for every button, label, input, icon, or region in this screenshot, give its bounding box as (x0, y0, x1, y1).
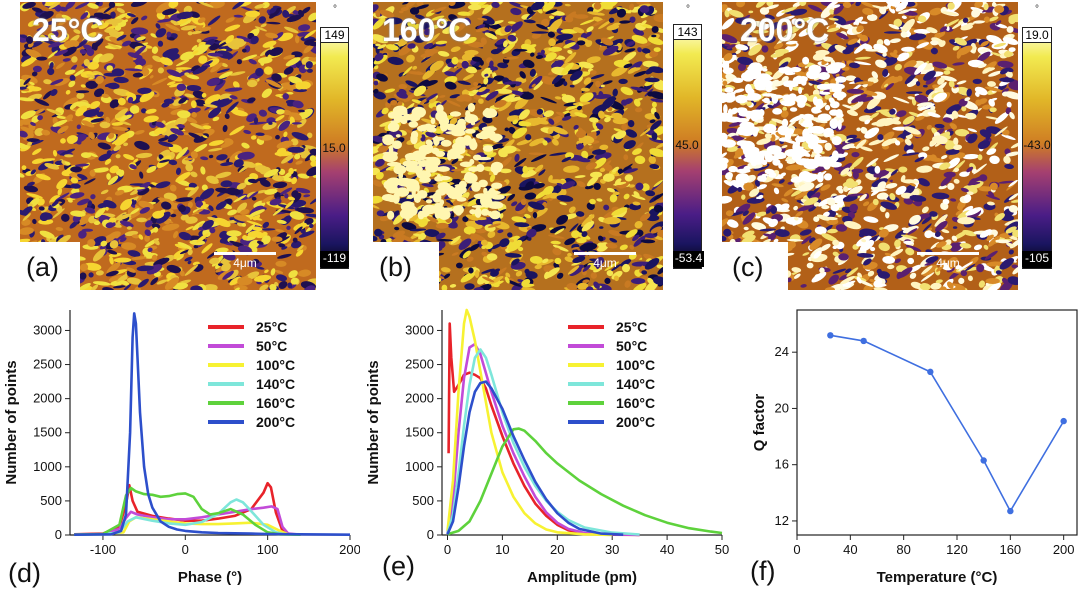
data-point (1007, 507, 1014, 515)
legend-label: 100°C (616, 357, 655, 373)
chart-phase-histogram: -100 0 100 200050010001500200025003000Phase… (3, 310, 360, 588)
series-line-140°C (74, 498, 301, 536)
colorbar-c (1022, 27, 1052, 269)
series-line-100°C (446, 308, 613, 537)
series-line-160°C (447, 427, 723, 536)
panel-label-b: (b) (379, 252, 412, 282)
panel-label: (f) (750, 556, 775, 586)
colorbar-unit-a: ° (333, 4, 337, 15)
x-tick-label: 200 (1053, 542, 1075, 557)
legend-label: 100°C (256, 357, 295, 373)
data-point (827, 332, 834, 339)
y-tick-label: 0 (55, 527, 62, 542)
afm-temp-a: 25°C (32, 12, 104, 48)
y-tick-label: 24 (775, 344, 789, 359)
colorbar-mid-c: -43.0 (1023, 138, 1051, 152)
colorbar-bot-c: -105 (1022, 251, 1052, 267)
legend-label: 50°C (256, 338, 287, 354)
x-tick-label: 0 (444, 542, 451, 557)
x-tick-label: 0 (793, 542, 800, 557)
legend-label: 160°C (256, 395, 295, 411)
y-tick-label: 2500 (33, 357, 62, 372)
y-tick-label: 1000 (33, 459, 62, 474)
y-tick-label: 2000 (33, 391, 62, 406)
x-tick-label: 120 (946, 542, 968, 557)
colorbar-a (320, 27, 349, 269)
data-point (1060, 417, 1067, 425)
series-line-200°C (446, 380, 624, 536)
afm-image-a (20, 2, 316, 290)
data-point (980, 457, 987, 464)
y-tick-label: 2500 (405, 357, 434, 372)
x-axis-label: Phase (°) (178, 569, 242, 586)
x-axis-label: Amplitude (pm) (527, 569, 637, 586)
colorbar-bot-b: -53.4 (673, 251, 704, 267)
y-tick-label: 1500 (33, 425, 62, 440)
panel-label: (e) (382, 551, 415, 581)
afm-temp-c: 200°C (740, 12, 830, 48)
y-tick-label: 500 (412, 493, 434, 508)
y-tick-label: 500 (40, 493, 62, 508)
y-tick-label: 1000 (405, 459, 434, 474)
legend-label: 25°C (616, 319, 647, 335)
x-tick-label: -100 (90, 542, 116, 557)
x-tick-label: 80 (896, 542, 910, 557)
chart-q-factor: 0 40 80 120 160 200 12 16 20 24 Temperature (°C) Q … (750, 309, 1078, 586)
series-line-200°C (74, 312, 351, 536)
x-tick-label: 160 (999, 542, 1021, 557)
afm-image-b (373, 2, 663, 290)
y-axis-label: Number of points (3, 360, 20, 484)
x-axis-label: Temperature (°C) (877, 569, 998, 586)
colorbar-top-b: 143 (673, 24, 702, 40)
y-tick-label: 1500 (405, 425, 434, 440)
legend-label: 140°C (616, 376, 655, 392)
scale-bar-c: 4μm (915, 252, 981, 270)
y-axis-label: Number of points (365, 360, 382, 484)
series-line-160°C (74, 486, 301, 536)
x-tick-label: 40 (660, 542, 674, 557)
legend-label: 160°C (616, 395, 655, 411)
legend-label: 140°C (256, 376, 295, 392)
scale-bar-b: 4μm (572, 252, 638, 270)
colorbar-unit-c: ° (1035, 4, 1039, 15)
y-tick-label: 12 (775, 513, 789, 528)
x-tick-label: 20 (550, 542, 564, 557)
x-tick-label: 50 (715, 542, 729, 557)
x-tick-label: 100 (257, 542, 279, 557)
scale-bar-a: 4μm (212, 252, 278, 270)
x-tick-label: 40 (843, 542, 857, 557)
y-tick-label: 3000 (405, 322, 434, 337)
panel-label: (d) (8, 558, 41, 588)
colorbar-unit-b: ° (686, 4, 690, 15)
x-tick-label: 30 (605, 542, 619, 557)
colorbar-top-c: 19.0 (1022, 27, 1052, 43)
x-tick-label: 200 (339, 542, 360, 557)
y-axis-label: Q factor (751, 394, 768, 452)
data-point (860, 337, 867, 345)
y-tick-label: 0 (427, 527, 434, 542)
series-line-Q factor (830, 334, 1065, 512)
colorbar-top-a: 149 (320, 27, 349, 43)
legend-label: 25°C (256, 319, 287, 335)
panel-label-a: (a) (26, 252, 59, 282)
y-tick-label: 2000 (405, 391, 434, 406)
afm-temp-b: 160°C (382, 12, 472, 48)
colorbar-b (673, 24, 702, 269)
y-tick-label: 16 (775, 457, 789, 472)
x-tick-label: 0 (182, 542, 189, 557)
data-point (927, 368, 934, 376)
panel-label-c: (c) (732, 252, 764, 282)
y-tick-label: 20 (775, 400, 789, 415)
legend-label: 50°C (616, 338, 647, 354)
y-tick-label: 3000 (33, 322, 62, 337)
colorbar-mid-a: 15.0 (322, 141, 346, 155)
colorbar-mid-b: 45.0 (675, 138, 699, 152)
x-tick-label: 10 (495, 542, 509, 557)
legend-label: 200°C (256, 414, 295, 430)
chart-amplitude-histogram: 0 10 20 30 40 50050010001500200025003000Ampli… (365, 308, 729, 586)
legend-label: 200°C (616, 414, 655, 430)
colorbar-bot-a: -119 (320, 251, 349, 267)
